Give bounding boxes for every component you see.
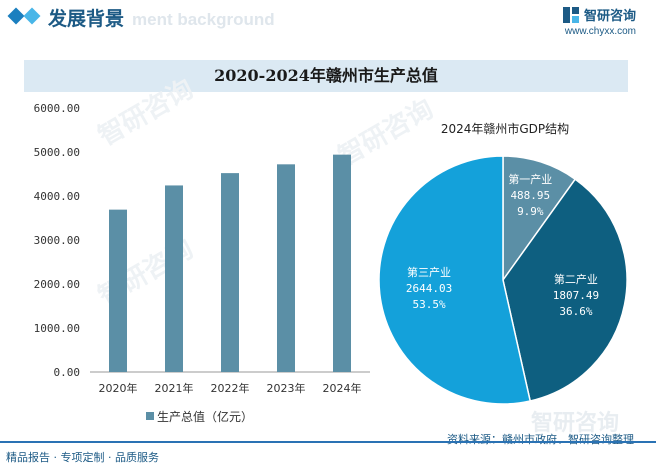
y-tick-label: 6000.00 <box>34 102 80 115</box>
x-tick-label: 2022年 <box>211 381 250 395</box>
x-tick-label: 2023年 <box>267 381 306 395</box>
pie-title: 2024年赣州市GDP结构 <box>441 121 569 136</box>
footer-tagline: 精品报告 · 专项定制 · 品质服务 <box>6 451 159 464</box>
bar <box>277 164 295 372</box>
y-tick-label: 1000.00 <box>34 322 80 335</box>
header-ghost-text: ment background <box>132 10 275 29</box>
brand-url: www.chyxx.com <box>564 26 636 37</box>
pie-slice <box>502 155 577 283</box>
legend-label: 生产总值（亿元） <box>157 409 253 424</box>
pie-label: 2644.03 <box>406 282 452 295</box>
x-tick-label: 2024年 <box>323 381 362 395</box>
header: ment background 发展背景 <box>0 0 656 44</box>
footer: 精品报告 · 专项定制 · 品质服务 <box>0 441 656 472</box>
chart-title: 2020-2024年赣州市生产总值 <box>24 60 628 92</box>
y-tick-label: 2000.00 <box>34 278 80 291</box>
pie-label: 36.6% <box>559 305 592 318</box>
legend-swatch <box>146 412 154 420</box>
pie-label: 53.5% <box>412 298 445 311</box>
pie-label: 第二产业 <box>554 272 598 286</box>
pie-slice <box>378 155 532 405</box>
bar <box>165 185 183 372</box>
bar <box>221 173 239 372</box>
header-title: 发展背景 <box>48 8 125 30</box>
y-tick-label: 3000.00 <box>34 234 80 247</box>
brand: 智研咨询 www.chyxx.com <box>562 5 636 37</box>
watermark-text: 智研咨询 <box>93 73 199 152</box>
pie-label: 第一产业 <box>508 172 552 186</box>
y-tick-label: 0.00 <box>54 366 81 379</box>
y-tick-label: 4000.00 <box>34 190 80 203</box>
pie-label: 1807.49 <box>553 289 599 302</box>
watermark-text: 智研咨询 <box>531 410 619 436</box>
x-tick-label: 2020年 <box>99 381 138 395</box>
pie-label: 9.9% <box>517 205 544 218</box>
x-tick-label: 2021年 <box>155 381 194 395</box>
pie-label: 488.95 <box>510 189 550 202</box>
y-tick-label: 5000.00 <box>34 146 80 159</box>
bar <box>333 154 351 372</box>
brand-logo-icon <box>562 6 579 23</box>
brand-name: 智研咨询 <box>583 9 636 24</box>
pie-slice <box>502 178 628 402</box>
footer-divider <box>0 441 656 443</box>
bar <box>109 209 127 372</box>
pie-label: 第三产业 <box>407 265 451 279</box>
